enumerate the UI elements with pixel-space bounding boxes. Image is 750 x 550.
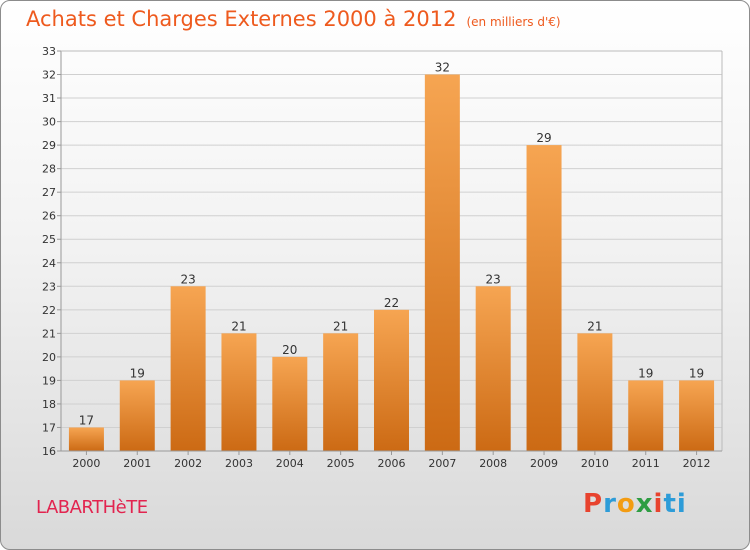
x-tick-label-2009: 2009 [530, 457, 558, 470]
data-label-2005: 21 [333, 319, 348, 333]
y-tick-label: 30 [42, 116, 56, 129]
data-label-2001: 19 [130, 366, 145, 380]
bar-2002 [170, 286, 206, 451]
x-tick-label-2002: 2002 [174, 457, 202, 470]
logo-letter: i [653, 489, 664, 519]
data-label-2003: 21 [231, 319, 246, 333]
bar-2003 [221, 333, 257, 451]
bars [68, 74, 715, 451]
logo-letter: P [583, 489, 604, 519]
x-tick-label-2004: 2004 [276, 457, 304, 470]
y-tick-label: 25 [42, 233, 56, 246]
x-tick-label-2008: 2008 [479, 457, 507, 470]
chart-subtitle: (en milliers d'€) [466, 15, 561, 29]
bar-2009 [526, 145, 562, 451]
y-tick-label: 16 [42, 445, 56, 458]
data-label-2004: 20 [282, 343, 297, 357]
y-axis-ticks: 16 17 18 19 20 21 22 23 24 25 26 27 28 29 30 31 32 33 [42, 45, 61, 458]
x-tick-label-2005: 2005 [327, 457, 355, 470]
logo-letter: r [603, 489, 617, 519]
y-tick-label: 22 [42, 304, 56, 317]
logo-letter: x [635, 489, 654, 519]
y-tick-label: 24 [42, 257, 56, 270]
data-labels: 17 19 23 21 20 21 22 32 23 29 21 19 19 [79, 61, 704, 428]
x-tick-label-2007: 2007 [428, 457, 456, 470]
y-tick-label: 18 [42, 398, 56, 411]
bar-2007 [424, 74, 460, 451]
data-label-2009: 29 [536, 131, 551, 145]
x-tick-label-2000: 2000 [72, 457, 100, 470]
logo-letter: o [616, 489, 636, 519]
data-label-2007: 32 [435, 61, 450, 75]
y-tick-label: 19 [42, 374, 56, 387]
data-label-2011: 19 [638, 366, 653, 380]
x-tick-label-2011: 2011 [632, 457, 660, 470]
y-tick-label: 23 [42, 280, 56, 293]
x-tick-label-2003: 2003 [225, 457, 253, 470]
data-label-2012: 19 [689, 366, 704, 380]
logo-letter: ti [663, 489, 687, 519]
bar-2010 [577, 333, 613, 451]
title-text: Achats et Charges Externes 2000 à 2012 [26, 7, 457, 31]
y-tick-label: 20 [42, 351, 56, 364]
proxiti-logo: Proxiti [583, 489, 687, 519]
commune-name: LABARTHèTE [36, 497, 148, 518]
y-tick-label: 26 [42, 210, 56, 223]
x-tick-label-2012: 2012 [683, 457, 711, 470]
y-tick-label: 28 [42, 163, 56, 176]
data-label-2010: 21 [587, 319, 602, 333]
x-tick-label-2006: 2006 [378, 457, 406, 470]
chart-title: Achats et Charges Externes 2000 à 2012 (e… [26, 7, 561, 31]
x-tick-label-2010: 2010 [581, 457, 609, 470]
bar-2001 [119, 380, 155, 451]
data-label-2000: 17 [79, 413, 94, 427]
bar-2012 [679, 380, 715, 451]
x-tick-label-2001: 2001 [123, 457, 151, 470]
y-tick-label: 17 [42, 421, 56, 434]
data-label-2006: 22 [384, 296, 399, 310]
y-tick-label: 29 [42, 139, 56, 152]
data-label-2008: 23 [486, 272, 501, 286]
bar-2000 [68, 427, 104, 451]
y-tick-label: 32 [42, 69, 56, 82]
data-label-2002: 23 [180, 272, 195, 286]
bar-2006 [374, 309, 409, 451]
bar-2011 [628, 380, 664, 451]
y-tick-label: 21 [42, 327, 56, 340]
y-tick-label: 31 [42, 92, 56, 105]
y-tick-label: 27 [42, 186, 56, 199]
bar-2008 [475, 286, 511, 451]
bar-2005 [323, 333, 359, 451]
bar-2004 [272, 356, 308, 451]
y-tick-label: 33 [42, 45, 56, 58]
x-axis-ticks: 2000 2001 2002 2003 2004 2005 2006 2007 2008 2009… [72, 451, 711, 470]
